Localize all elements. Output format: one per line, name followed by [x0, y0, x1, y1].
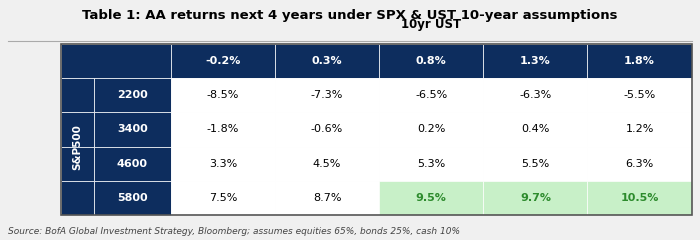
- Text: 5800: 5800: [117, 193, 148, 203]
- Bar: [587, 181, 692, 215]
- Bar: [61, 181, 94, 215]
- Text: 5.3%: 5.3%: [417, 159, 445, 169]
- Bar: [379, 181, 483, 215]
- Bar: [275, 181, 379, 215]
- Text: Source: BofA Global Investment Strategy, Bloomberg; assumes equities 65%, bonds : Source: BofA Global Investment Strategy,…: [8, 227, 461, 236]
- Bar: [171, 44, 275, 78]
- Text: 4600: 4600: [117, 159, 148, 169]
- Text: 9.7%: 9.7%: [520, 193, 551, 203]
- Text: 9.5%: 9.5%: [416, 193, 447, 203]
- Text: 1.2%: 1.2%: [625, 125, 654, 134]
- Text: 0.2%: 0.2%: [417, 125, 445, 134]
- Text: -8.5%: -8.5%: [206, 90, 239, 100]
- Bar: [587, 112, 692, 147]
- Text: 2200: 2200: [117, 90, 148, 100]
- Bar: [587, 147, 692, 181]
- Bar: [61, 44, 692, 215]
- Text: -7.3%: -7.3%: [311, 90, 343, 100]
- Bar: [379, 78, 483, 112]
- Text: 0.4%: 0.4%: [522, 125, 550, 134]
- Bar: [587, 44, 692, 78]
- Text: 1.8%: 1.8%: [624, 56, 655, 66]
- Bar: [379, 112, 483, 147]
- Bar: [483, 112, 587, 147]
- Text: Table 1: AA returns next 4 years under SPX & UST 10-year assumptions: Table 1: AA returns next 4 years under S…: [83, 8, 617, 22]
- Bar: [171, 147, 275, 181]
- Text: -0.2%: -0.2%: [205, 56, 241, 66]
- Text: -0.6%: -0.6%: [311, 125, 343, 134]
- Bar: [94, 181, 171, 215]
- Text: 3400: 3400: [117, 125, 148, 134]
- Bar: [483, 147, 587, 181]
- Bar: [61, 44, 171, 78]
- Bar: [275, 112, 379, 147]
- Text: 6.3%: 6.3%: [625, 159, 654, 169]
- Text: -5.5%: -5.5%: [624, 90, 656, 100]
- Text: 5.5%: 5.5%: [522, 159, 550, 169]
- Text: S&P500: S&P500: [72, 124, 83, 169]
- Bar: [275, 44, 379, 78]
- Bar: [483, 181, 587, 215]
- Bar: [94, 147, 171, 181]
- Bar: [94, 78, 171, 112]
- Text: 1.3%: 1.3%: [520, 56, 551, 66]
- Text: -6.5%: -6.5%: [415, 90, 447, 100]
- Bar: [587, 78, 692, 112]
- Bar: [94, 112, 171, 147]
- Bar: [379, 147, 483, 181]
- Bar: [275, 147, 379, 181]
- Bar: [171, 78, 275, 112]
- Bar: [61, 147, 94, 181]
- Text: 8.7%: 8.7%: [313, 193, 342, 203]
- Bar: [483, 78, 587, 112]
- Bar: [275, 78, 379, 112]
- Bar: [171, 181, 275, 215]
- Bar: [61, 78, 94, 112]
- Text: 0.8%: 0.8%: [416, 56, 447, 66]
- Text: 7.5%: 7.5%: [209, 193, 237, 203]
- Text: -1.8%: -1.8%: [206, 125, 239, 134]
- Bar: [379, 44, 483, 78]
- Text: 10yr UST: 10yr UST: [401, 18, 461, 31]
- Text: 10.5%: 10.5%: [620, 193, 659, 203]
- Text: 4.5%: 4.5%: [313, 159, 341, 169]
- Text: 0.3%: 0.3%: [312, 56, 342, 66]
- Text: -6.3%: -6.3%: [519, 90, 552, 100]
- Bar: [61, 112, 94, 147]
- Bar: [171, 112, 275, 147]
- Bar: [483, 44, 587, 78]
- Text: 3.3%: 3.3%: [209, 159, 237, 169]
